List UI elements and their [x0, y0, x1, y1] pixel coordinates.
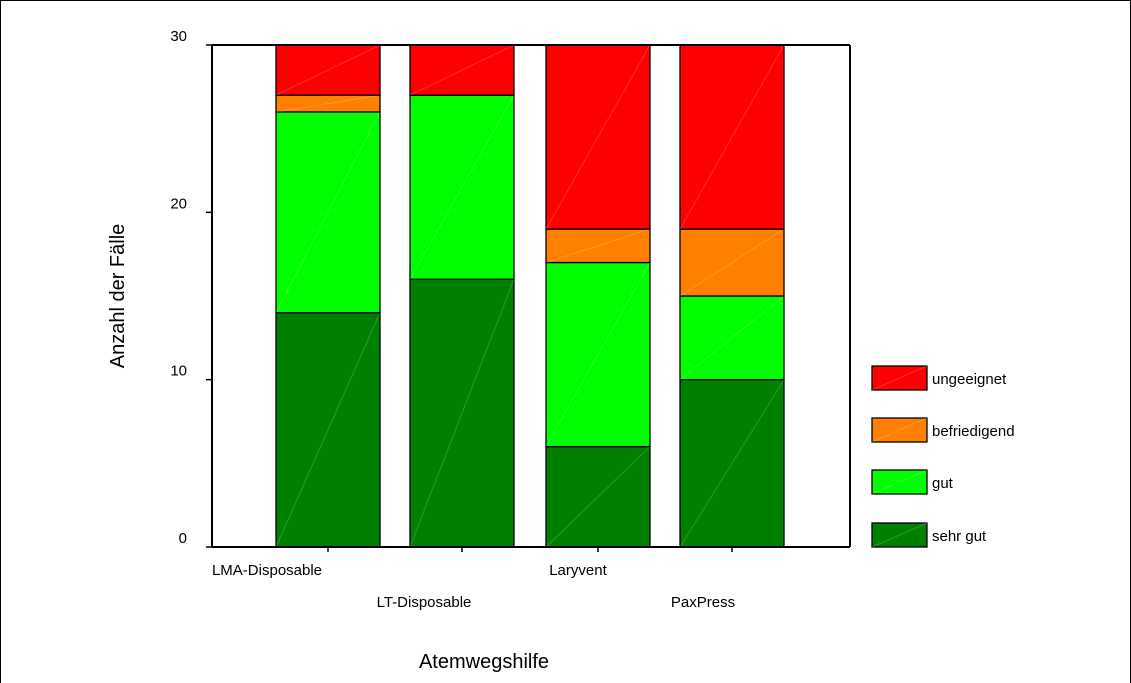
y-tick-label: 0: [179, 530, 187, 547]
bar-sheen-lma-disposable-sehr-gut: [275, 312, 381, 548]
bar-sheen-lt-disposable-sehr-gut: [409, 279, 515, 548]
bar-paxpress-befriedigend: [679, 228, 785, 297]
legend-swatch-sheen-sehr-gut: [871, 522, 928, 548]
legend-label-befriedigend: befriedigend: [932, 423, 1015, 440]
bar-sheen-lt-disposable-gut: [409, 94, 515, 280]
bar-sheen-lma-disposable-ungeeignet: [275, 44, 381, 96]
legend-label-gut: gut: [932, 475, 954, 492]
bar-laryvent-ungeeignet: [545, 44, 651, 230]
bar-paxpress-gut: [679, 295, 785, 381]
bar-lt-disposable-sehr-gut: [409, 278, 515, 548]
bar-sheen-paxpress-ungeeignet: [679, 44, 785, 230]
bar-sheen-lma-disposable-befriedigend: [275, 94, 381, 113]
bar-sheen-laryvent-ungeeignet: [545, 44, 651, 230]
bar-paxpress-sehr-gut: [679, 379, 785, 548]
x-tick-label-lma-disposable: LMA-Disposable: [212, 562, 322, 579]
legend-swatch-befriedigend: [871, 417, 928, 443]
x-ticks-group: LMA-Disposable LT-Disposable Laryvent PaxPr…: [212, 547, 735, 611]
bar-sheen-paxpress-sehr-gut: [679, 379, 785, 548]
legend: ungeeignet befriedigend gut sehr gut: [871, 365, 1015, 548]
bar-lt-disposable-gut: [409, 94, 515, 280]
bar-sheen-laryvent-sehr-gut: [545, 446, 651, 548]
y-axis-title: Anzahl der Fälle: [107, 224, 129, 369]
bar-sheen-lt-disposable-ungeeignet: [409, 44, 515, 96]
legend-swatch-gut: [871, 469, 928, 495]
bar-sheen-lma-disposable-gut: [275, 111, 381, 313]
legend-swatch-sehr-gut: [871, 522, 928, 548]
bar-laryvent-befriedigend: [545, 228, 651, 264]
legend-swatch-sheen-gut: [871, 469, 928, 495]
x-tick-label-lt-disposable: LT-Disposable: [377, 594, 472, 611]
legend-label-sehr-gut: sehr gut: [932, 528, 987, 545]
y-tick-label: 10: [170, 363, 187, 380]
y-tick-label: 20: [170, 195, 187, 212]
bar-sheen-laryvent-gut: [545, 262, 651, 447]
x-tick-label-paxpress: PaxPress: [671, 594, 735, 611]
legend-swatch-ungeeignet: [871, 365, 928, 391]
bar-sheen-laryvent-befriedigend: [545, 228, 651, 264]
bar-lt-disposable-ungeeignet: [409, 44, 515, 96]
y-ticks-group: 0 10 20 30: [170, 28, 212, 548]
bar-laryvent-gut: [545, 261, 651, 448]
y-tick-label: 30: [170, 28, 187, 45]
legend-swatch-sheen-ungeeignet: [871, 365, 928, 391]
x-axis-title: Atemwegshilfe: [419, 651, 549, 673]
bar-sheen-paxpress-gut: [679, 295, 785, 381]
bar-sheen-paxpress-befriedigend: [679, 228, 785, 297]
bars-group: [275, 44, 785, 548]
bar-paxpress-ungeeignet: [679, 44, 785, 230]
x-tick-label-laryvent: Laryvent: [549, 562, 607, 579]
axes-group: [211, 44, 851, 548]
bar-lma-disposable-ungeeignet: [275, 44, 381, 96]
legend-label-ungeeignet: ungeeignet: [932, 371, 1007, 388]
legend-swatch-sheen-befriedigend: [871, 417, 928, 443]
